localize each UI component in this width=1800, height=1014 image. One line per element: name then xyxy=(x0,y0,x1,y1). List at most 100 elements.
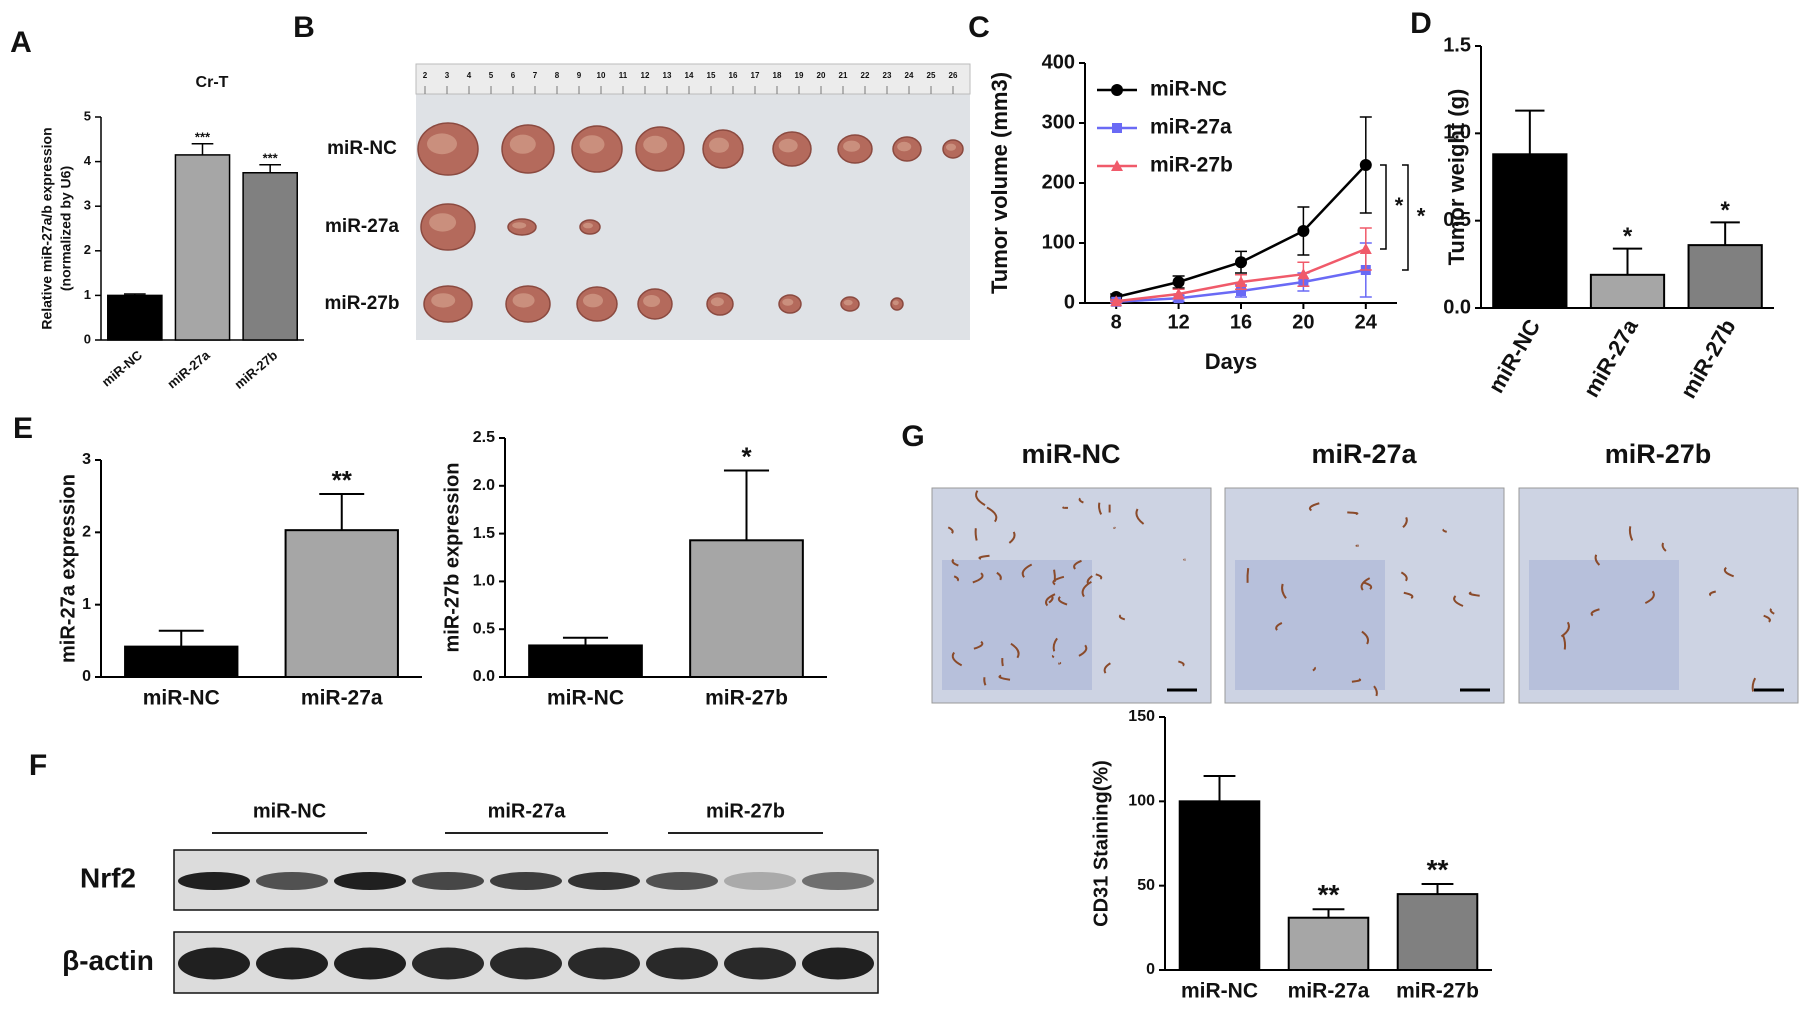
ruler-label: 4 xyxy=(467,71,472,80)
y-axis-label: CD31 Staining(%) xyxy=(1090,760,1112,927)
protein-label: β-actin xyxy=(62,945,154,976)
blot-band xyxy=(334,872,406,890)
ruler-label: 16 xyxy=(729,71,738,80)
y-tick-label: 0 xyxy=(84,331,91,346)
blot-band xyxy=(646,947,718,980)
significance-label: ** xyxy=(332,465,353,495)
y-tick-label: 400 xyxy=(1042,51,1075,73)
vessel xyxy=(1562,635,1567,650)
legend-label: miR-27a xyxy=(1150,116,1232,139)
marker xyxy=(1236,286,1246,296)
vessel xyxy=(1281,583,1287,599)
vessel xyxy=(1021,563,1033,578)
ruler-label: 13 xyxy=(663,71,672,80)
x-tick-label: miR-27b xyxy=(231,347,280,391)
y-tick-label: 100 xyxy=(1042,231,1075,253)
y-axis-label: (normalized by U6) xyxy=(58,166,74,291)
vessel xyxy=(1052,637,1058,652)
column-label: miR-27b xyxy=(1605,439,1712,469)
vessel xyxy=(1628,526,1634,541)
y-tick-label: 300 xyxy=(1042,111,1075,133)
ihc-stroma xyxy=(1235,560,1385,690)
vessel xyxy=(974,528,978,541)
y-tick-label: 0 xyxy=(82,668,91,685)
y-tick-label: 5 xyxy=(84,108,91,123)
bar xyxy=(689,539,804,678)
error-bar xyxy=(1515,109,1545,155)
vessel xyxy=(1078,644,1088,657)
ruler-label: 14 xyxy=(685,71,694,80)
vessel xyxy=(1078,497,1084,504)
bar xyxy=(174,154,231,341)
y-tick-label: 50 xyxy=(1137,877,1155,894)
tumor-highlight xyxy=(579,135,605,154)
panel-label: E xyxy=(13,412,33,445)
error-bar xyxy=(723,469,770,541)
x-tick-label: miR-NC xyxy=(547,687,624,710)
significance-label: ** xyxy=(1427,854,1449,885)
tumor-highlight xyxy=(897,141,912,152)
blot-band xyxy=(646,872,718,890)
vessel xyxy=(1098,502,1103,515)
ruler-label: 25 xyxy=(927,71,936,80)
marker xyxy=(1297,225,1310,237)
vessel xyxy=(1135,508,1145,525)
x-tick-label: miR-NC xyxy=(99,347,146,390)
bar xyxy=(284,529,399,678)
marker xyxy=(1297,268,1310,280)
y-tick-label: 1.0 xyxy=(1443,122,1471,144)
vessel xyxy=(1590,608,1600,617)
y-tick-label: 1 xyxy=(84,287,91,302)
y-tick-label: 0.5 xyxy=(1443,209,1471,231)
ruler-label: 10 xyxy=(597,71,606,80)
blot-band xyxy=(412,947,484,980)
blot-band xyxy=(490,947,562,980)
vessel xyxy=(951,558,959,567)
blot-band xyxy=(724,947,796,980)
tumor-highlight xyxy=(512,293,535,308)
vessel xyxy=(1560,621,1570,638)
marker xyxy=(1172,276,1185,288)
bar xyxy=(1287,916,1370,971)
y-tick-label: 2.5 xyxy=(473,429,495,446)
vessel xyxy=(951,651,963,667)
vessel xyxy=(973,640,984,650)
blot-band xyxy=(568,872,640,890)
vessel xyxy=(1442,528,1447,533)
row-label: miR-NC xyxy=(327,138,397,159)
y-tick-label: 0 xyxy=(1146,961,1155,978)
y-tick-label: 0 xyxy=(1064,291,1075,313)
marker xyxy=(1235,276,1247,287)
error-bar xyxy=(1710,221,1740,246)
error-bar xyxy=(1421,882,1454,895)
vessel xyxy=(1402,516,1408,529)
ruler-label: 2 xyxy=(423,71,428,80)
bar xyxy=(1396,893,1479,971)
tumor-highlight xyxy=(778,138,798,153)
significance-label: * xyxy=(1395,193,1404,218)
vessel xyxy=(1045,593,1056,607)
vessel xyxy=(998,674,1011,681)
vessel xyxy=(975,490,986,506)
ruler-label: 26 xyxy=(949,71,958,80)
vessel xyxy=(1058,661,1062,665)
marker xyxy=(1235,256,1247,269)
legend-label: miR-27b xyxy=(1150,154,1233,177)
significance-bracket xyxy=(1380,164,1387,250)
blot-band xyxy=(256,872,328,890)
marker xyxy=(1110,295,1123,307)
vessel xyxy=(1275,622,1283,631)
error-bar xyxy=(158,629,204,647)
y-tick-label: 2.0 xyxy=(473,477,495,494)
x-tick-label: 16 xyxy=(1230,311,1252,333)
blot-band xyxy=(724,872,796,890)
error-bar xyxy=(1612,247,1643,275)
y-axis-label: Tumor volume (mm3) xyxy=(987,72,1012,294)
ruler-label: 23 xyxy=(883,71,892,80)
tumor-highlight xyxy=(512,222,527,229)
significance-label: * xyxy=(741,442,752,472)
vessel xyxy=(1008,531,1016,544)
x-tick-label: miR-27a xyxy=(1578,314,1643,401)
error-bar xyxy=(191,143,214,155)
